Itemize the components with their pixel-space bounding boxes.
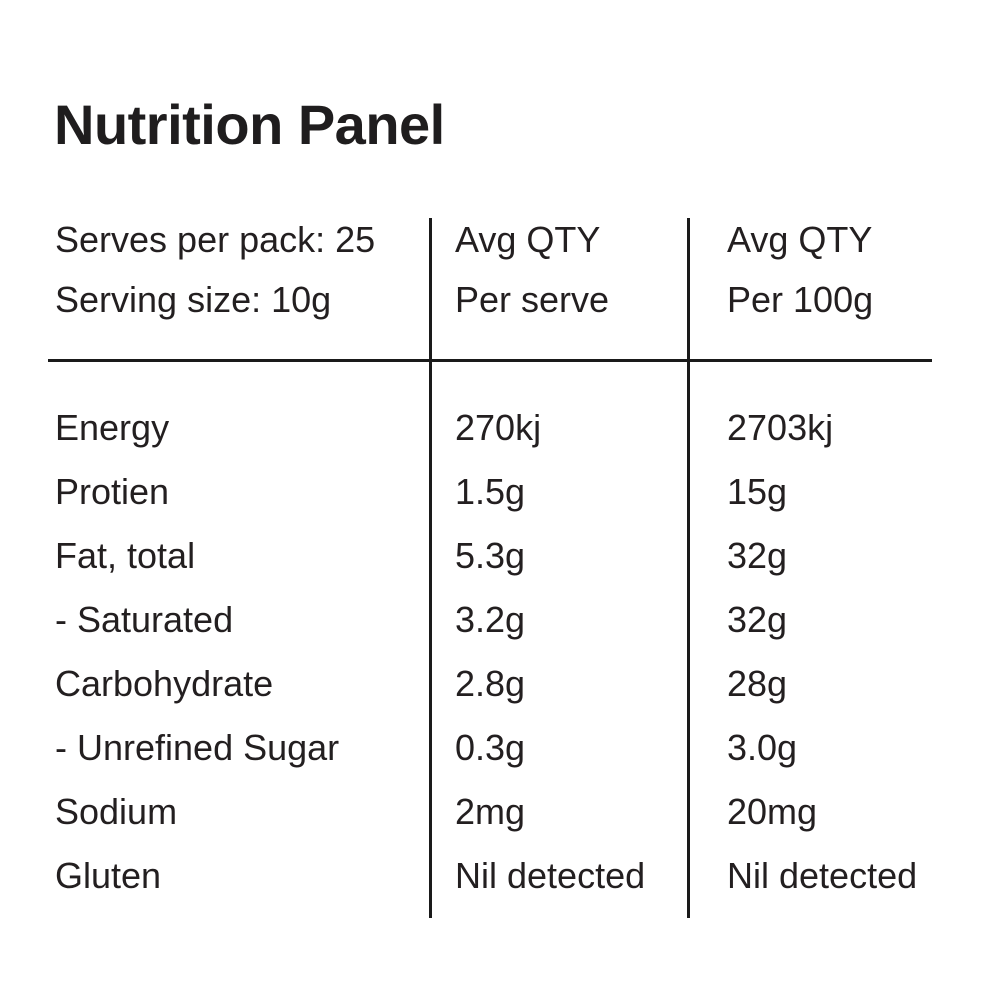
per-100g-value: 2703kj [727,407,834,448]
per-100g-value: 32g [727,535,788,576]
per-serve-header-line2: Per serve [455,279,610,320]
per-serve-value: 3.2g [455,599,526,640]
per-serve-value: 1.5g [455,471,526,512]
per-100g-value: 15g [727,471,788,512]
column-divider-1 [429,218,432,918]
per-serve-value: 2mg [455,791,526,832]
serving-info-header: Serves per pack: 25 Serving size: 10g [55,210,375,330]
nutrient-label: Energy [55,407,170,448]
per-100g-values-column: 2703kj 15g 32g 32g 28g 3.0g 20mg Nil det… [727,396,917,908]
per-100g-value: 28g [727,663,788,704]
per-100g-header-line2: Per 100g [727,279,874,320]
per-serve-value: Nil detected [455,855,646,896]
nutrient-label: Fat, total [55,535,196,576]
serves-per-pack: Serves per pack: 25 [55,219,376,260]
per-100g-value: 32g [727,599,788,640]
nutrient-label: Gluten [55,855,162,896]
nutrient-label: Sodium [55,791,178,832]
serving-size: Serving size: 10g [55,279,332,320]
nutrient-label: - Unrefined Sugar [55,727,340,768]
per-serve-value: 270kj [455,407,542,448]
per-100g-column-header: Avg QTY Per 100g [727,210,873,330]
per-serve-values-column: 270kj 1.5g 5.3g 3.2g 2.8g 0.3g 2mg Nil d… [455,396,645,908]
per-serve-header-line1: Avg QTY [455,219,601,260]
per-serve-value: 5.3g [455,535,526,576]
per-100g-value: 20mg [727,791,818,832]
nutrient-label: Carbohydrate [55,663,274,704]
nutrient-label: - Saturated [55,599,234,640]
per-100g-header-line1: Avg QTY [727,219,873,260]
nutrient-labels-column: Energy Protien Fat, total - Saturated Ca… [55,396,339,908]
per-serve-value: 0.3g [455,727,526,768]
per-serve-column-header: Avg QTY Per serve [455,210,609,330]
column-divider-2 [687,218,690,918]
per-100g-value: Nil detected [727,855,918,896]
nutrient-label: Protien [55,471,170,512]
page-title: Nutrition Panel [54,93,445,156]
per-100g-value: 3.0g [727,727,798,768]
per-serve-value: 2.8g [455,663,526,704]
header-divider-line [48,359,932,362]
